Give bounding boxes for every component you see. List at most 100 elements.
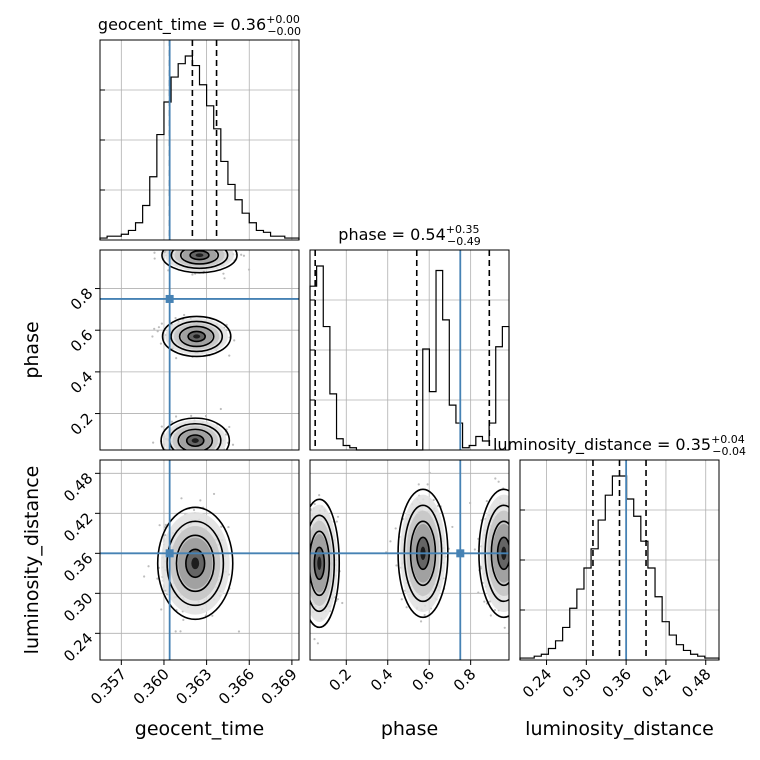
- sample-point: [515, 548, 517, 550]
- sample-point: [160, 425, 163, 428]
- sample-point: [306, 537, 308, 539]
- sample-point: [513, 579, 515, 581]
- hist-panel-phase: phase = 0.54+0.35 −0.49: [309, 223, 510, 451]
- title-minus: −0.04: [712, 445, 746, 458]
- sample-point: [199, 451, 201, 453]
- truth-point: [165, 294, 174, 303]
- sample-point: [522, 562, 524, 564]
- sample-point: [204, 455, 206, 457]
- sample-point: [191, 273, 194, 276]
- sample-point: [307, 565, 309, 567]
- sample-point: [166, 232, 168, 234]
- title-luminosity_distance: luminosity_distance = 0.35+0.04 −0.04: [493, 433, 746, 458]
- sample-point: [184, 247, 186, 249]
- sample-point: [164, 523, 167, 526]
- sample-point: [512, 590, 514, 592]
- sample-point: [217, 241, 219, 243]
- sample-point: [528, 551, 530, 553]
- sample-point: [190, 242, 192, 244]
- sample-point: [515, 535, 517, 537]
- sample-point: [194, 246, 196, 248]
- sample-point: [400, 598, 403, 601]
- sample-point: [306, 583, 308, 585]
- x-tick-label: 0.4: [367, 665, 397, 695]
- title-phase: phase = 0.54+0.35 −0.49: [338, 223, 480, 248]
- sample-point: [216, 246, 218, 248]
- sample-point: [155, 247, 157, 249]
- sample-point: [473, 548, 476, 551]
- sample-point: [193, 246, 195, 248]
- sample-point: [180, 497, 183, 500]
- y-tick-label: 0.48: [60, 469, 96, 505]
- sample-point: [153, 251, 156, 254]
- contour: [170, 250, 229, 270]
- sample-point: [307, 563, 309, 565]
- sample-point: [211, 245, 213, 247]
- sample-point: [201, 455, 203, 457]
- sample-point: [167, 246, 169, 248]
- sample-point: [307, 542, 309, 544]
- sample-point: [512, 517, 514, 519]
- y-axis-label-luminosity_distance: luminosity_distance: [21, 466, 43, 655]
- sample-point: [219, 407, 222, 411]
- sample-point: [198, 454, 200, 456]
- sample-point: [307, 525, 309, 527]
- sample-point: [341, 601, 344, 605]
- sample-point: [192, 508, 196, 512]
- sample-point: [173, 247, 175, 249]
- sample-point: [514, 602, 516, 604]
- sample-point: [190, 245, 192, 247]
- sample-point: [211, 614, 214, 617]
- x-tick-label: 0.8: [450, 665, 480, 695]
- sample-point: [190, 414, 193, 417]
- frame: [309, 459, 510, 661]
- sample-point: [510, 583, 512, 585]
- sample-point: [180, 235, 182, 237]
- sample-point: [513, 567, 515, 569]
- sample-point: [515, 547, 517, 549]
- contour: [177, 428, 214, 450]
- sample-point: [394, 527, 397, 530]
- sample-point: [160, 322, 163, 325]
- sample-point: [181, 454, 183, 456]
- sample-point: [307, 560, 309, 562]
- sample-point: [511, 512, 513, 514]
- sample-point: [220, 525, 223, 528]
- sample-point: [518, 572, 520, 574]
- sample-point: [512, 561, 514, 563]
- sample-point: [516, 522, 518, 524]
- x-axis-label-luminosity_distance: luminosity_distance: [525, 718, 714, 740]
- density: [303, 471, 530, 645]
- sample-point: [205, 452, 207, 454]
- sample-point: [204, 247, 206, 249]
- sample-point: [213, 451, 215, 453]
- joint-panel-geocent_time-luminosity_distance: 0.24 0.30 0.36 0.42 0.48: [60, 459, 300, 665]
- sample-point: [485, 499, 488, 503]
- contour: [185, 434, 205, 448]
- sample-point: [194, 451, 196, 453]
- sample-point: [524, 542, 526, 544]
- sample-point: [247, 268, 251, 271]
- density-level: [195, 253, 204, 258]
- sample-point: [184, 247, 186, 249]
- sample-point: [210, 241, 212, 243]
- sample-point: [514, 508, 516, 510]
- sample-point: [303, 598, 305, 600]
- histogram-geocent_time: [99, 55, 300, 240]
- sample-point: [200, 451, 202, 453]
- contour: [310, 530, 331, 597]
- sample-point: [156, 577, 159, 580]
- sample-point: [147, 565, 150, 568]
- sample-point: [316, 642, 319, 645]
- sample-point: [209, 245, 211, 247]
- sample-point: [156, 330, 159, 333]
- sample-point: [477, 591, 480, 594]
- sample-point: [170, 420, 174, 423]
- sample-point: [152, 441, 155, 444]
- contour: [156, 506, 234, 621]
- sample-point: [512, 516, 514, 518]
- sample-point: [509, 567, 511, 569]
- x-tick-label: 0.42: [638, 665, 674, 701]
- sample-point: [223, 245, 225, 247]
- x-axis-label-phase: phase: [381, 718, 438, 740]
